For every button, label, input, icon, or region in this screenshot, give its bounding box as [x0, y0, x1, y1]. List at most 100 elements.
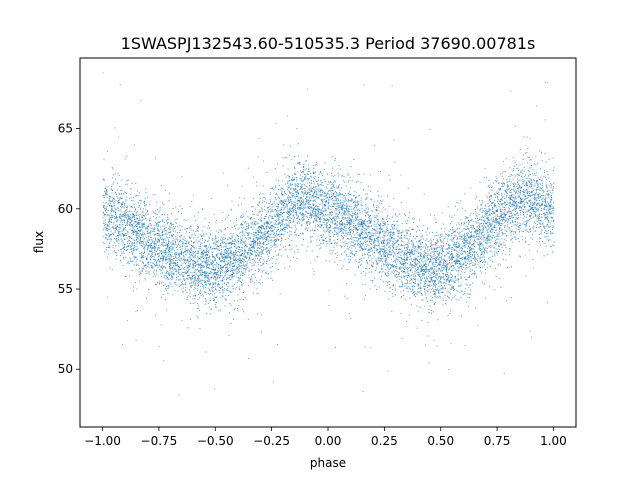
data-point [151, 248, 153, 250]
data-point [536, 189, 538, 190]
data-point [426, 269, 428, 271]
data-point [278, 180, 279, 182]
data-point [535, 206, 537, 208]
data-point [382, 236, 384, 238]
data-point [167, 242, 169, 244]
data-point [316, 188, 318, 190]
data-point [412, 260, 414, 262]
data-point [426, 263, 428, 265]
data-point [172, 229, 174, 231]
data-point [224, 262, 226, 264]
data-point [184, 228, 186, 230]
data-point [458, 261, 460, 263]
data-point [164, 233, 166, 235]
data-point [486, 231, 488, 233]
data-point [436, 289, 437, 291]
data-point [342, 193, 344, 195]
data-point [159, 280, 161, 282]
data-point [188, 294, 190, 296]
data-point [300, 206, 302, 208]
data-point [156, 201, 158, 203]
data-point [476, 233, 478, 234]
data-point [515, 198, 517, 200]
data-point [290, 220, 292, 222]
data-point [161, 260, 163, 262]
data-point [404, 286, 406, 288]
data-point [168, 257, 170, 259]
data-point [490, 230, 492, 232]
data-point [425, 254, 427, 256]
data-point [203, 287, 205, 289]
data-point [227, 256, 229, 258]
data-point [326, 226, 328, 228]
data-point [364, 219, 366, 221]
data-point [223, 254, 225, 256]
data-point [552, 207, 554, 209]
data-point [369, 222, 371, 224]
data-point [179, 225, 181, 227]
data-point [266, 271, 268, 273]
data-point [452, 265, 454, 266]
data-point [289, 209, 291, 211]
data-point [138, 204, 140, 206]
data-point [373, 206, 375, 208]
data-point [269, 239, 271, 241]
data-point [274, 219, 276, 221]
data-point [538, 197, 540, 199]
data-point [379, 248, 381, 249]
data-point [154, 227, 156, 229]
data-point [253, 247, 255, 249]
data-point [326, 225, 328, 227]
data-point [378, 260, 380, 262]
data-point [474, 264, 476, 265]
data-point [268, 218, 270, 220]
data-point [371, 199, 373, 201]
data-point [453, 267, 455, 269]
data-point [425, 297, 427, 299]
data-point [417, 291, 419, 293]
data-point [165, 233, 167, 235]
data-point [453, 241, 455, 243]
data-point [448, 234, 450, 236]
data-point [469, 266, 471, 268]
data-point [227, 227, 229, 228]
data-point [189, 277, 191, 279]
data-point [111, 216, 113, 218]
data-point [517, 192, 519, 194]
data-point [146, 237, 148, 239]
data-point [135, 221, 137, 223]
data-point [314, 212, 316, 214]
data-point [321, 234, 323, 236]
data-point [515, 231, 517, 233]
data-point [345, 227, 347, 229]
data-point [306, 155, 308, 157]
data-point [432, 262, 434, 264]
data-point [157, 221, 159, 223]
data-point [213, 262, 214, 264]
data-point [132, 199, 134, 201]
data-point [379, 246, 381, 248]
data-point [329, 229, 330, 231]
data-point [180, 284, 182, 286]
data-point [323, 168, 325, 170]
data-point [176, 259, 178, 261]
data-point [496, 231, 498, 233]
data-point [446, 238, 448, 240]
data-point [200, 266, 202, 268]
data-point [480, 243, 481, 245]
data-point [371, 210, 373, 212]
data-point [294, 195, 296, 197]
data-point [511, 266, 512, 268]
data-point [440, 291, 442, 293]
data-point [359, 259, 361, 260]
data-point [112, 223, 114, 225]
data-point [293, 210, 295, 212]
data-point [182, 242, 184, 244]
data-point [313, 196, 315, 198]
data-point [491, 223, 493, 225]
data-point [373, 228, 375, 230]
data-point [212, 291, 214, 293]
data-point [353, 220, 355, 222]
data-point [106, 246, 108, 248]
data-point [359, 235, 360, 237]
